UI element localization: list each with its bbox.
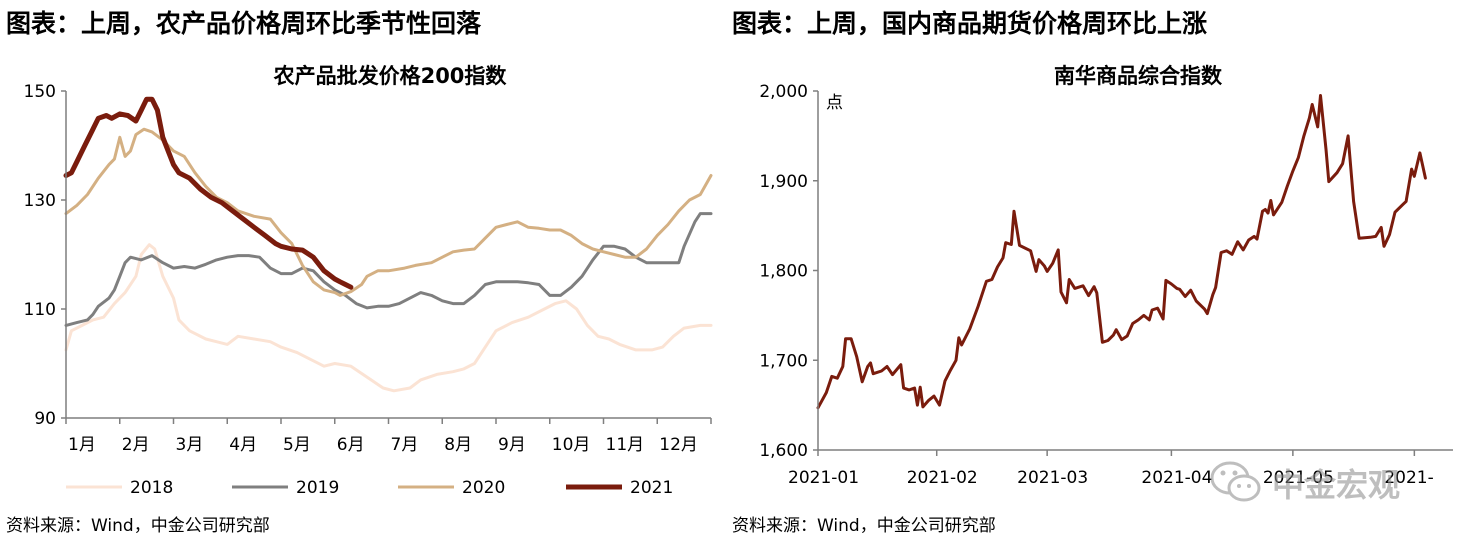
right-y-tick-label: 1,600: [759, 441, 808, 461]
left-x-tick-label: 8月: [444, 435, 472, 455]
series-line-2020: [64, 127, 713, 297]
left-x-tick-label: 7月: [391, 435, 419, 455]
agri-price-chart: 150 130 110 90 1月 2月 3月 4月 5月 6月 7月 8月 9月 10月 11月 12月 2…: [24, 82, 713, 498]
right-y-tick-label: 1,800: [759, 262, 808, 282]
right-y-unit-label: 点: [826, 93, 843, 113]
left-x-tick-label: 12月: [659, 435, 698, 455]
left-x-tick-label: 6月: [337, 435, 365, 455]
nanhua-index-line: [816, 94, 1427, 410]
right-panel-heading: 图表：上周，国内商品期货价格周环比上涨: [732, 9, 1208, 38]
wechat-icon: [1210, 461, 1261, 502]
left-source-note: 资料来源：Wind，中金公司研究部: [6, 516, 270, 536]
watermark-text: 中金宏观: [1272, 466, 1401, 504]
right-x-tick-label: 2021-03: [1017, 468, 1088, 488]
right-y-tick-label: 2,000: [759, 82, 808, 102]
right-x-tick-label: 2021-: [1384, 468, 1433, 488]
right-source-note: 资料来源：Wind，中金公司研究部: [732, 516, 996, 536]
left-y-tick-label: 110: [24, 300, 56, 320]
right-x-tick-label: 2021-05: [1263, 468, 1334, 488]
right-x-tick-label: 2021-04: [1141, 468, 1212, 488]
left-y-tick-label: 90: [34, 409, 56, 429]
right-y-tick-label: 1,700: [759, 351, 808, 371]
left-x-tick-label: 4月: [229, 435, 257, 455]
left-x-tick-label: 2月: [122, 435, 150, 455]
left-x-tick-label: 11月: [606, 435, 645, 455]
nanhua-index-chart: 2,000 1,900 1,800 1,700 1,600 点 2021-01 2021-02…: [759, 82, 1453, 488]
right-x-tick-label: 2021-01: [788, 468, 859, 488]
left-panel-heading: 图表：上周，农产品价格周环比季节性回落: [6, 9, 482, 38]
left-x-tick-label: 5月: [283, 435, 311, 455]
left-y-tick-label: 150: [24, 82, 56, 102]
left-chart-title: 农产品批发价格200指数: [273, 64, 507, 88]
left-y-tick-label: 130: [24, 191, 56, 211]
legend-label-2021: 2021: [630, 478, 673, 498]
wechat-watermark: 中金宏观: [1208, 458, 1400, 506]
left-x-tick-label: 9月: [498, 435, 526, 455]
legend-label-2020: 2020: [462, 478, 505, 498]
series-line-2018: [64, 243, 713, 393]
right-chart-title: 南华商品综合指数: [1054, 64, 1222, 88]
right-y-tick-label: 1,900: [759, 172, 808, 192]
legend-label-2018: 2018: [130, 478, 173, 498]
series-line-2021: [63, 96, 354, 290]
legend-label-2019: 2019: [296, 478, 339, 498]
series-line-2019: [64, 212, 713, 327]
left-x-tick-label: 10月: [552, 435, 591, 455]
left-x-tick-label: 1月: [68, 435, 96, 455]
right-x-tick-label: 2021-02: [907, 468, 978, 488]
left-x-tick-label: 3月: [176, 435, 204, 455]
